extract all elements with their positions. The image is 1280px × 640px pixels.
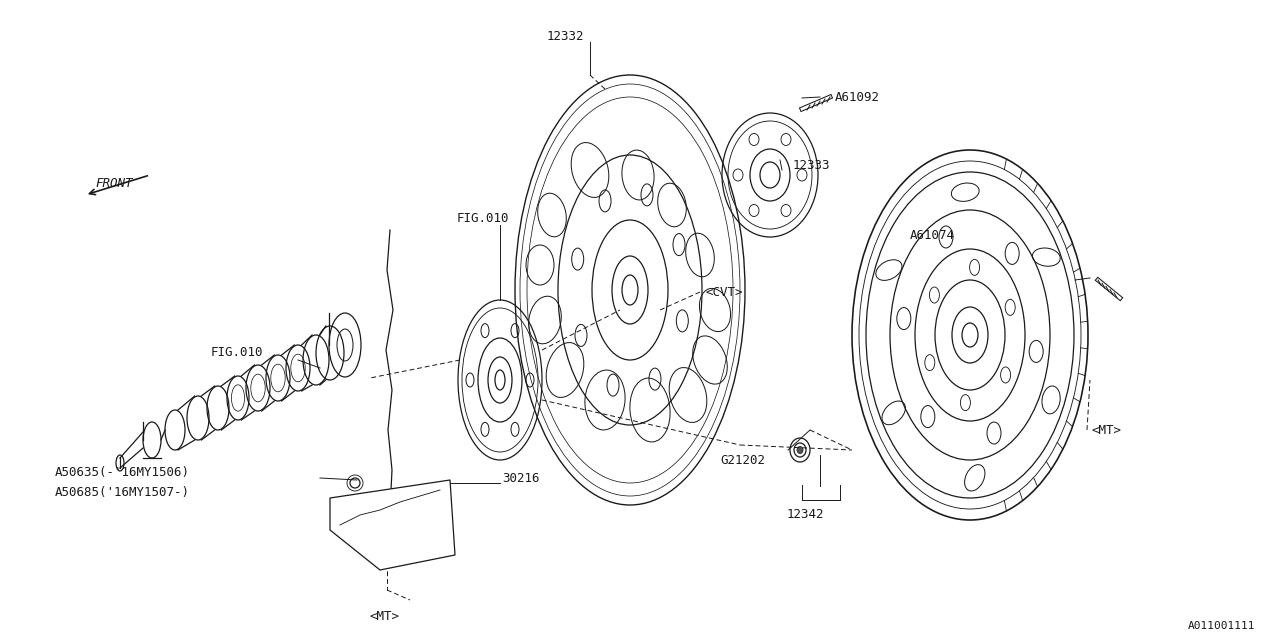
Text: A61074: A61074: [910, 228, 955, 241]
Text: A50685('16MY1507-): A50685('16MY1507-): [55, 486, 189, 499]
Text: <CVT>: <CVT>: [705, 285, 742, 298]
Text: A61092: A61092: [835, 90, 881, 104]
Text: <MT>: <MT>: [1092, 424, 1123, 436]
Polygon shape: [330, 480, 454, 570]
Text: 12332: 12332: [547, 29, 584, 42]
Text: FIG.010: FIG.010: [210, 346, 262, 358]
Text: 12342: 12342: [786, 509, 824, 522]
Text: A50635(-'16MY1506): A50635(-'16MY1506): [55, 465, 189, 479]
Text: <MT>: <MT>: [370, 611, 399, 623]
Text: 12333: 12333: [794, 159, 831, 172]
Text: G21202: G21202: [719, 454, 765, 467]
Text: 30216: 30216: [502, 472, 539, 484]
Ellipse shape: [797, 447, 803, 454]
Text: FIG.010: FIG.010: [457, 211, 509, 225]
Text: A011001111: A011001111: [1188, 621, 1254, 631]
Text: FRONT: FRONT: [95, 177, 133, 189]
